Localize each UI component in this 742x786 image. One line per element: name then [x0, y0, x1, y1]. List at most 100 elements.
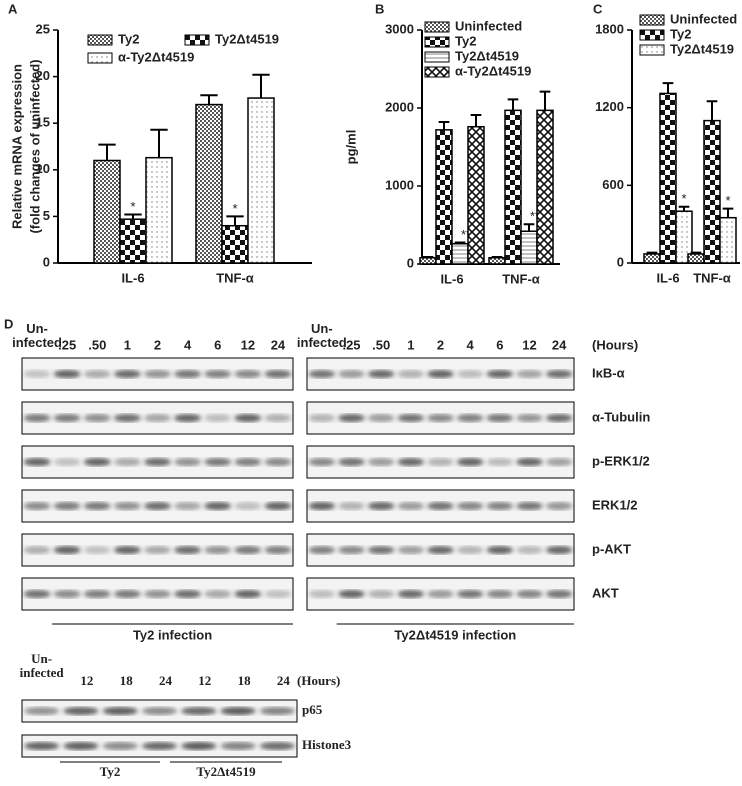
- band: [308, 502, 336, 510]
- group-label: Ty2Δt4519: [196, 764, 256, 779]
- y-tick-label: 2000: [385, 99, 414, 114]
- legend-label: Ty2Δt4519: [670, 41, 734, 56]
- band: [264, 502, 292, 510]
- lane-label: 12: [522, 337, 536, 352]
- band: [174, 458, 202, 466]
- legend-swatch: [639, 44, 665, 56]
- band: [23, 742, 60, 750]
- band: [486, 502, 514, 510]
- band: [83, 458, 111, 466]
- lane-label: 12: [198, 673, 211, 688]
- lane-label: 4: [467, 337, 475, 352]
- lane-label: 18: [238, 673, 252, 688]
- y-tick-label: 0: [617, 254, 624, 269]
- band: [264, 590, 292, 598]
- band: [113, 502, 141, 510]
- legend-swatch: [87, 52, 113, 64]
- bar: [451, 242, 469, 265]
- bar: [536, 109, 554, 265]
- lane-label: Un-infected: [12, 321, 62, 350]
- lane-label: 1: [124, 337, 131, 352]
- bar: [467, 125, 485, 265]
- error-bar: [98, 143, 116, 161]
- band: [181, 707, 217, 715]
- band: [486, 546, 514, 554]
- significance-label: *: [232, 201, 237, 216]
- band: [204, 502, 232, 510]
- band: [174, 590, 202, 598]
- band: [53, 458, 81, 466]
- band: [143, 414, 172, 422]
- error-bar: [438, 121, 450, 130]
- significance-label: **: [530, 209, 540, 224]
- y-tick-label: 15: [36, 115, 50, 130]
- band: [204, 458, 232, 466]
- band: [23, 370, 51, 378]
- band: [143, 502, 172, 510]
- band: [338, 502, 365, 510]
- lane-label: Un-infected: [297, 321, 347, 350]
- x-tick-label: TNF-α: [693, 270, 731, 285]
- protein-label: IκB-α: [592, 365, 625, 380]
- band: [338, 458, 365, 466]
- protein-label: p65: [302, 702, 323, 717]
- band: [545, 546, 573, 554]
- lane-label: 6: [214, 337, 221, 352]
- band: [516, 502, 543, 510]
- band: [516, 546, 543, 554]
- x-tick-label: TNF-α: [502, 271, 540, 286]
- band: [141, 742, 178, 750]
- band: [53, 502, 81, 510]
- band: [456, 414, 484, 422]
- band: [367, 502, 395, 510]
- legend-swatch: [639, 29, 665, 41]
- y-axis-label: pg/ml: [343, 130, 358, 165]
- band: [63, 707, 99, 715]
- band: [486, 414, 514, 422]
- band: [83, 414, 111, 422]
- band: [427, 590, 454, 598]
- legend-label: Uninfected: [455, 18, 522, 33]
- lane-label: .25: [342, 337, 360, 352]
- band: [456, 370, 484, 378]
- band: [102, 707, 138, 715]
- y-tick-label: 25: [36, 21, 50, 36]
- protein-label: α-Tubulin: [592, 409, 650, 424]
- band: [397, 502, 425, 510]
- error-bar: [124, 213, 142, 220]
- bar: [221, 224, 249, 264]
- panel-label: C: [593, 1, 603, 16]
- x-tick-label: IL-6: [121, 270, 144, 285]
- band: [23, 707, 60, 715]
- hours-label: (Hours): [592, 337, 638, 352]
- significance-label: **: [461, 227, 471, 242]
- band: [308, 546, 336, 554]
- y-tick-label: 600: [602, 177, 624, 192]
- protein-label: p-ERK1/2: [592, 453, 650, 468]
- lane-label: 24: [271, 337, 286, 352]
- band: [397, 590, 425, 598]
- error-bar: [539, 90, 551, 111]
- band: [143, 590, 172, 598]
- band: [234, 370, 262, 378]
- legend-label: Ty2: [455, 33, 476, 48]
- band: [545, 458, 573, 466]
- protein-label: p-AKT: [592, 541, 631, 556]
- band: [234, 458, 262, 466]
- band: [220, 742, 256, 750]
- y-tick-label: 5: [43, 208, 50, 223]
- band: [53, 370, 81, 378]
- protein-label: AKT: [592, 585, 619, 600]
- group-label: Ty2 infection: [133, 627, 212, 642]
- group-label: Ty2Δt4519 infection: [394, 627, 516, 642]
- error-bar: [706, 100, 718, 121]
- band: [113, 590, 141, 598]
- band: [143, 458, 172, 466]
- legend-swatch: [424, 21, 450, 33]
- lane-label: Un-infected: [20, 651, 65, 680]
- x-tick-label: TNF-α: [216, 270, 254, 285]
- lane-label: 24: [159, 673, 173, 688]
- band: [486, 370, 514, 378]
- legend-swatch: [424, 36, 450, 48]
- error-bar: [422, 255, 434, 258]
